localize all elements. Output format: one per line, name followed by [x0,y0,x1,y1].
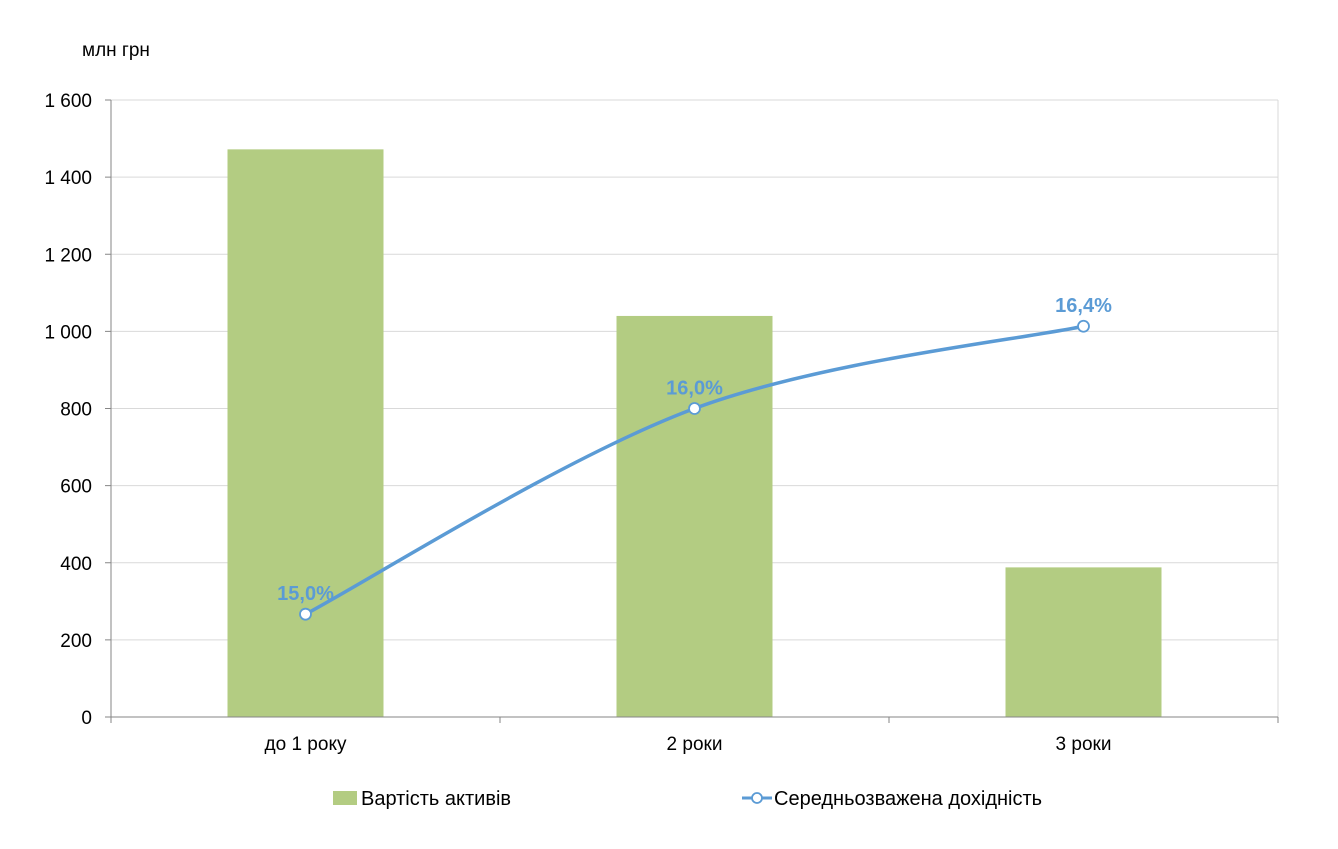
line-series [299,319,1090,621]
line-marker [1077,319,1090,333]
legend: Вартість активів Середньозважена дохідніс… [333,788,1042,810]
x-tick-labels: до 1 року 2 роки 3 роки [265,734,1112,755]
legend-swatch-marker [751,792,763,804]
y-tick-label: 600 [60,477,92,498]
bar [227,149,384,718]
data-label: 15,0% [277,583,334,605]
y-tick-label: 1 000 [44,322,92,343]
data-label: 16,4% [1055,295,1112,317]
y-tick-label: 400 [60,554,92,575]
line-marker [688,402,701,415]
legend-label: Середньозважена дохідність [774,788,1042,810]
line-marker [299,607,312,621]
x-tick-label: 3 роки [1056,734,1112,755]
x-tick-label: до 1 року [265,734,347,755]
x-tick-label: 2 роки [667,734,723,755]
bar [616,315,773,717]
bars [227,149,1162,718]
y-tick-label: 0 [81,708,92,729]
y-tick-label: 800 [60,400,92,421]
y-tick-label: 1 600 [44,91,92,112]
y-axis-unit-label: млн грн [82,40,150,61]
legend-label: Вартість активів [361,788,511,810]
y-tick-label: 1 400 [44,168,92,189]
axes [105,99,1279,723]
data-label: 16,0% [666,378,723,400]
y-tick-label: 1 200 [44,245,92,266]
data-labels: 15,0% 16,0% 16,4% [277,295,1112,605]
y-tick-label: 200 [60,631,92,652]
y-tick-labels: 0 200 400 600 800 1 000 1 200 1 400 1 600 [44,91,92,729]
legend-swatch-bar [333,791,357,805]
bar [1005,567,1162,717]
